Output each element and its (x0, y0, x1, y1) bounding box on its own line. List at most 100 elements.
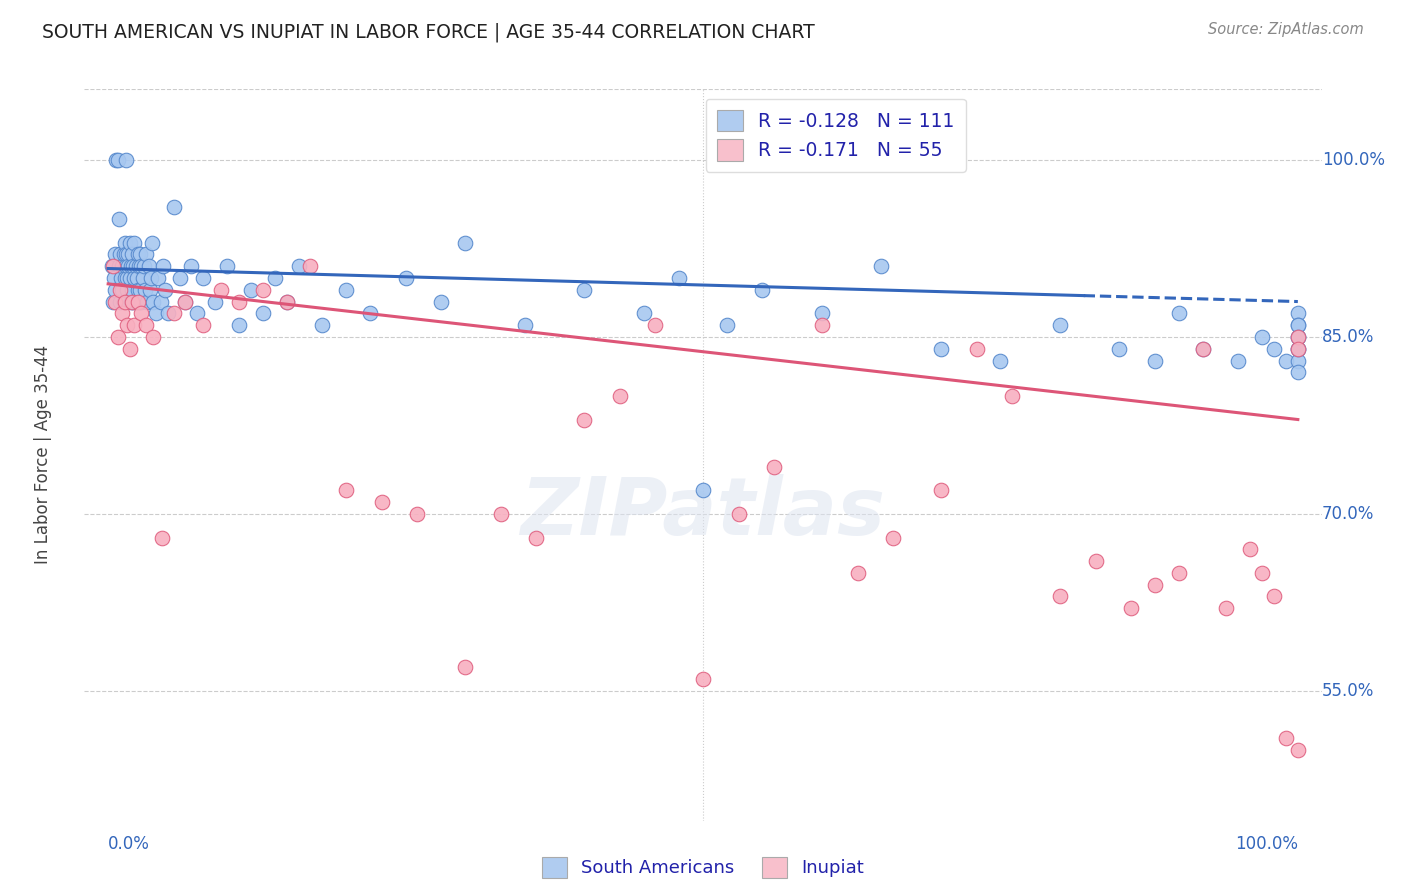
Point (174, 294, 197, 309)
Point (1251, 330, 1274, 344)
Point (111, 283, 134, 297)
Point (104, 283, 127, 297)
Point (115, 283, 138, 297)
Point (668, 271, 690, 285)
Point (287, 259, 309, 273)
Point (132, 259, 155, 273)
Point (101, 294, 124, 309)
Point (131, 294, 153, 309)
Point (112, 247, 135, 261)
Point (406, 507, 429, 521)
Point (990, 353, 1012, 368)
Point (114, 271, 136, 285)
Point (121, 294, 143, 309)
Point (882, 531, 904, 545)
Point (394, 271, 416, 285)
Point (115, 318, 138, 333)
Point (129, 247, 152, 261)
Point (118, 271, 141, 285)
Point (110, 271, 132, 285)
Point (193, 318, 215, 333)
Point (115, 259, 138, 273)
Point (120, 259, 142, 273)
Point (180, 259, 202, 273)
Point (1144, 353, 1167, 368)
Text: SOUTH AMERICAN VS INUPIAT IN LABOR FORCE | AGE 35-44 CORRELATION CHART: SOUTH AMERICAN VS INUPIAT IN LABOR FORCE… (42, 22, 815, 42)
Point (139, 283, 162, 297)
Point (751, 283, 773, 297)
Point (107, 330, 129, 344)
Point (929, 483, 952, 498)
Point (1263, 342, 1285, 356)
Point (692, 483, 714, 498)
Point (138, 259, 160, 273)
Point (454, 235, 477, 250)
Point (633, 306, 655, 320)
Point (239, 283, 262, 297)
Point (169, 271, 191, 285)
Point (1121, 601, 1143, 615)
Point (124, 318, 146, 333)
Point (1263, 590, 1285, 604)
Point (103, 271, 125, 285)
Point (114, 294, 136, 309)
Point (104, 294, 127, 309)
Point (311, 318, 333, 333)
Point (1001, 389, 1024, 403)
Point (111, 306, 134, 320)
Point (131, 259, 153, 273)
Point (1084, 554, 1107, 568)
Text: In Labor Force | Age 35-44: In Labor Force | Age 35-44 (34, 345, 52, 565)
Point (811, 318, 834, 333)
Point (108, 247, 131, 261)
Point (1286, 306, 1309, 320)
Text: 55.0%: 55.0% (1322, 681, 1374, 700)
Point (117, 247, 139, 261)
Point (1286, 342, 1309, 356)
Point (135, 247, 157, 261)
Point (1286, 318, 1309, 333)
Point (228, 318, 250, 333)
Point (105, 153, 128, 167)
Point (150, 531, 173, 545)
Point (129, 283, 152, 297)
Point (1286, 342, 1309, 356)
Point (1215, 601, 1237, 615)
Point (124, 294, 146, 309)
Point (228, 294, 250, 309)
Point (139, 271, 162, 285)
Point (209, 283, 232, 297)
Point (1227, 353, 1250, 368)
Text: 100.0%: 100.0% (1234, 835, 1298, 853)
Point (929, 342, 952, 356)
Point (1251, 566, 1274, 580)
Point (155, 283, 177, 297)
Point (1239, 542, 1261, 557)
Point (716, 318, 738, 333)
Point (609, 389, 631, 403)
Point (149, 294, 172, 309)
Point (359, 306, 381, 320)
Point (101, 259, 124, 273)
Point (127, 283, 149, 297)
Point (118, 235, 141, 250)
Text: 85.0%: 85.0% (1322, 328, 1374, 346)
Point (1191, 342, 1213, 356)
Point (122, 294, 145, 309)
Text: 0.0%: 0.0% (108, 835, 150, 853)
Point (108, 283, 131, 297)
Point (692, 672, 714, 686)
Point (162, 200, 184, 214)
Point (117, 259, 139, 273)
Point (1286, 342, 1309, 356)
Point (142, 330, 165, 344)
Point (125, 271, 148, 285)
Point (152, 259, 174, 273)
Point (186, 306, 208, 320)
Point (1049, 590, 1071, 604)
Point (335, 483, 357, 498)
Point (1286, 330, 1309, 344)
Point (131, 271, 153, 285)
Point (142, 294, 165, 309)
Point (335, 283, 357, 297)
